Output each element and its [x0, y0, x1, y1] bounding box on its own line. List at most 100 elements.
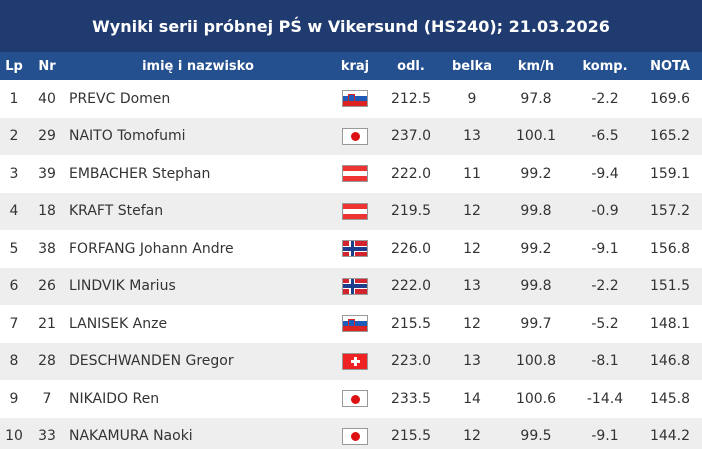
- country-flag: [342, 427, 368, 445]
- cell: 8: [9, 353, 19, 370]
- column-header: km/h: [517, 58, 555, 74]
- column-header: NOTA: [650, 58, 690, 74]
- cell: -9.1: [591, 428, 619, 445]
- cell: 29: [38, 128, 56, 145]
- cell: 7: [42, 390, 52, 407]
- country-flag: [342, 352, 368, 370]
- cell: 33: [38, 428, 56, 445]
- cell: NAKAMURA Naoki: [69, 428, 193, 445]
- cell: 99.2: [520, 240, 552, 257]
- cell: -5.2: [591, 315, 619, 332]
- cell: 97.8: [520, 90, 552, 107]
- flag-cell: [342, 230, 368, 268]
- cell: 38: [38, 240, 56, 257]
- flag-cell: [342, 305, 368, 343]
- cell: 3: [9, 165, 19, 182]
- cell: 233.5: [390, 390, 432, 407]
- cell: 9: [467, 90, 477, 107]
- cell: NAITO Tomofumi: [69, 128, 186, 145]
- cell: 39: [38, 165, 56, 182]
- flag-cell: [342, 155, 368, 193]
- cell: 99.5: [520, 428, 552, 445]
- cell: LINDVIK Marius: [69, 278, 176, 295]
- flag-cell: [342, 418, 368, 449]
- cell: 145.8: [649, 390, 691, 407]
- cell: 215.5: [390, 428, 432, 445]
- cell: 26: [38, 278, 56, 295]
- cell: 159.1: [649, 165, 691, 182]
- country-flag: [342, 277, 368, 295]
- cell: 223.0: [390, 353, 432, 370]
- result-row: 8 28 DESCHWANDEN Gregor 223.0 13 100.8 -8.1 146…: [0, 342, 702, 381]
- cell: -9.4: [591, 165, 619, 182]
- result-row: 9 7 NIKAIDO Ren 233.5 14 100.6 -14.4 145.8: [0, 380, 702, 418]
- cell: 28: [38, 353, 56, 370]
- cell: FORFANG Johann Andre: [69, 240, 234, 257]
- result-row: 6 26 LINDVIK Marius 222.0 13 99.8 -2.2 151.5: [0, 267, 702, 306]
- cell: EMBACHER Stephan: [69, 165, 211, 182]
- cell: 100.6: [515, 390, 557, 407]
- cell: 2: [9, 128, 19, 145]
- cell: DESCHWANDEN Gregor: [69, 353, 234, 370]
- cell: 12: [463, 315, 481, 332]
- cell: 99.7: [520, 315, 552, 332]
- cell: 99.8: [520, 278, 552, 295]
- cell: 13: [463, 278, 481, 295]
- result-row: 4 18 KRAFT Stefan 219.5 12 99.8 -0.9 157.2: [0, 192, 702, 231]
- cell: 212.5: [390, 90, 432, 107]
- cell: NIKAIDO Ren: [69, 390, 160, 407]
- cell: 99.8: [520, 203, 552, 220]
- result-row: 2 29 NAITO Tomofumi 237.0 13 100.1 -6.5 165.2: [0, 117, 702, 155]
- cell: 157.2: [649, 203, 691, 220]
- header-row: Lp Nr imię i nazwisko kraj odl. belka km/h komp…: [0, 52, 702, 80]
- cell: 100.1: [515, 128, 557, 145]
- cell: 14: [463, 390, 481, 407]
- country-flag: [342, 390, 368, 408]
- cell: 12: [463, 203, 481, 220]
- cell: 12: [463, 240, 481, 257]
- cell: 237.0: [390, 128, 432, 145]
- cell: 222.0: [390, 165, 432, 182]
- result-row: 10 33 NAKAMURA Naoki 215.5 12 99.5 -9.1 144.2: [0, 417, 702, 449]
- cell: 13: [463, 128, 481, 145]
- cell: 222.0: [390, 278, 432, 295]
- column-header: odl.: [397, 58, 425, 74]
- cell: 148.1: [649, 315, 691, 332]
- cell: -0.9: [591, 203, 619, 220]
- flag-cell: [342, 193, 368, 231]
- flag-cell: [342, 268, 368, 306]
- results-table: Lp Nr imię i nazwisko kraj odl. belka km/h komp…: [0, 52, 702, 449]
- result-row: 7 21 LANISEK Anze 215.5 12 99.7 -5.2 148.1: [0, 305, 702, 343]
- column-header: komp.: [582, 58, 628, 74]
- country-flag: [342, 90, 368, 108]
- cell: 144.2: [649, 428, 691, 445]
- cell: 5: [9, 240, 19, 257]
- cell: -14.4: [586, 390, 624, 407]
- cell: PREVC Domen: [69, 90, 171, 107]
- column-header: imię i nazwisko: [142, 58, 254, 74]
- cell: KRAFT Stefan: [69, 203, 164, 220]
- country-flag: [342, 202, 368, 220]
- cell: -8.1: [591, 353, 619, 370]
- cell: 13: [463, 353, 481, 370]
- cell: 9: [9, 390, 19, 407]
- cell: -6.5: [591, 128, 619, 145]
- cell: 7: [9, 315, 19, 332]
- column-header: Lp: [5, 58, 23, 74]
- flag-cell: [342, 80, 368, 118]
- cell: 11: [463, 165, 481, 182]
- cell: 99.2: [520, 165, 552, 182]
- cell: 219.5: [390, 203, 432, 220]
- cell: 6: [9, 278, 19, 295]
- result-row: 1 40 PREVC Domen 212.5 9 97.8 -2.2 169.6: [0, 80, 702, 118]
- cell: 146.8: [649, 353, 691, 370]
- cell: 156.8: [649, 240, 691, 257]
- flag-cell: [342, 380, 368, 418]
- cell: -2.2: [591, 90, 619, 107]
- flag-cell: [342, 343, 368, 381]
- cell: 100.8: [515, 353, 557, 370]
- country-flag: [342, 315, 368, 333]
- cell: 40: [38, 90, 56, 107]
- country-flag: [342, 165, 368, 183]
